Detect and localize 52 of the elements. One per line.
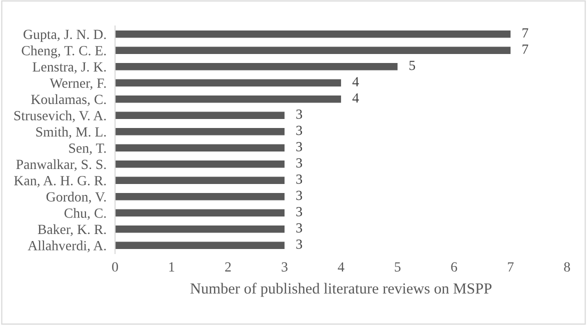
bar	[115, 176, 285, 184]
y-tick-label: Werner, F.	[50, 78, 106, 90]
bar	[115, 95, 342, 103]
x-tick-label: 2	[225, 262, 231, 272]
x-tick-label: 4	[338, 262, 344, 272]
y-tick-label: Panwalkar, S. S.	[16, 159, 106, 172]
data-label: 3	[296, 126, 302, 136]
y-tick-label: Strusevich, V. A.	[14, 110, 106, 122]
bar	[115, 128, 285, 136]
data-label: 3	[296, 240, 302, 249]
y-tick-label: Baker, K. R.	[38, 224, 106, 236]
y-tick-label: Gordon, V.	[46, 192, 106, 204]
x-tick-label: 6	[451, 262, 458, 272]
data-label: 5	[409, 60, 416, 70]
bar	[115, 112, 285, 120]
data-label: 3	[296, 110, 302, 119]
y-tick-label: Cheng, T. C. E.	[22, 46, 106, 58]
y-tick-label: Kan, A. H. G. R.	[14, 176, 106, 188]
x-tick-label: 7	[508, 262, 514, 272]
bar	[115, 79, 342, 87]
bar	[115, 209, 285, 217]
y-tick-label: Lenstra, J. K.	[32, 62, 106, 74]
data-label: 7	[522, 28, 528, 38]
data-label: 4	[352, 93, 359, 102]
x-tick-label: 5	[394, 262, 400, 272]
y-tick-label: Allahverdi, A.	[28, 240, 106, 252]
data-label: 3	[296, 190, 302, 200]
y-tick-label: Koulamas, C.	[31, 94, 106, 106]
y-tick-label: Gupta, J. N. D.	[24, 30, 106, 42]
bar	[115, 62, 398, 70]
y-tick-label: Sen, T.	[69, 143, 106, 155]
bar	[115, 30, 511, 38]
data-label: 3	[296, 158, 302, 168]
bar	[115, 46, 511, 54]
y-tick-label: Smith, M. L.	[36, 126, 106, 139]
data-label: 7	[522, 44, 528, 54]
x-axis-title: Number of published literature reviews on MSPP	[190, 282, 492, 297]
x-tick-label: 8	[564, 262, 570, 272]
data-label: 3	[296, 174, 302, 184]
y-tick-label: Chu, C.	[64, 208, 106, 220]
bar	[115, 242, 285, 250]
bar	[115, 192, 285, 200]
x-tick-label: 3	[282, 262, 288, 272]
x-tick-label: 0	[112, 262, 118, 272]
bar	[115, 160, 285, 168]
data-label: 3	[296, 207, 302, 216]
data-label: 3	[296, 223, 302, 233]
x-tick-label: 1	[169, 262, 174, 272]
bar	[115, 225, 285, 233]
data-label: 3	[296, 142, 302, 152]
data-label: 4	[352, 77, 359, 86]
bar	[115, 144, 285, 152]
